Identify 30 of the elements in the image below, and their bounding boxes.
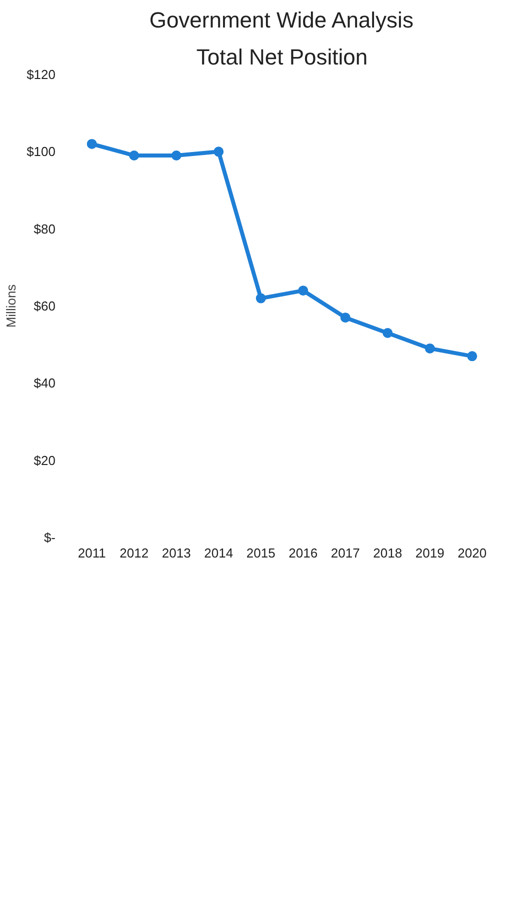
y-tick-label: $60: [34, 298, 56, 314]
y-tick-label: $120: [26, 67, 56, 82]
y-tick-label: $-: [44, 530, 56, 545]
y-tick-label: $20: [34, 452, 56, 468]
x-tick-label: 2017: [330, 546, 360, 560]
x-tick-label: 2014: [204, 546, 234, 560]
x-tick-label: 2011: [78, 546, 106, 560]
x-tick-label: 2019: [415, 546, 444, 560]
point: [298, 286, 308, 296]
x-tick-label: 2016: [288, 546, 318, 560]
x-tick-label: 2020: [458, 546, 487, 560]
point: [214, 146, 224, 157]
point: [171, 150, 182, 161]
chart-title: Government Wide Analysis: [149, 8, 414, 32]
point: [424, 343, 435, 354]
chart-subtitle: Total Net Position: [196, 44, 368, 70]
point: [256, 293, 266, 304]
x-tick-label: 2013: [162, 546, 191, 560]
x-tick-label: 2012: [120, 546, 149, 560]
point: [86, 138, 97, 149]
y-tick-label: $100: [26, 144, 56, 160]
x-tick-label: 2015: [246, 546, 276, 560]
point: [340, 312, 350, 323]
point: [129, 150, 140, 161]
y-tick-label: $40: [34, 376, 56, 391]
x-tick-label: 2018: [373, 546, 402, 560]
y-tick-label: $80: [34, 221, 56, 236]
point: [467, 351, 478, 362]
y-axis-title: Millions: [4, 284, 19, 328]
point: [382, 328, 393, 338]
